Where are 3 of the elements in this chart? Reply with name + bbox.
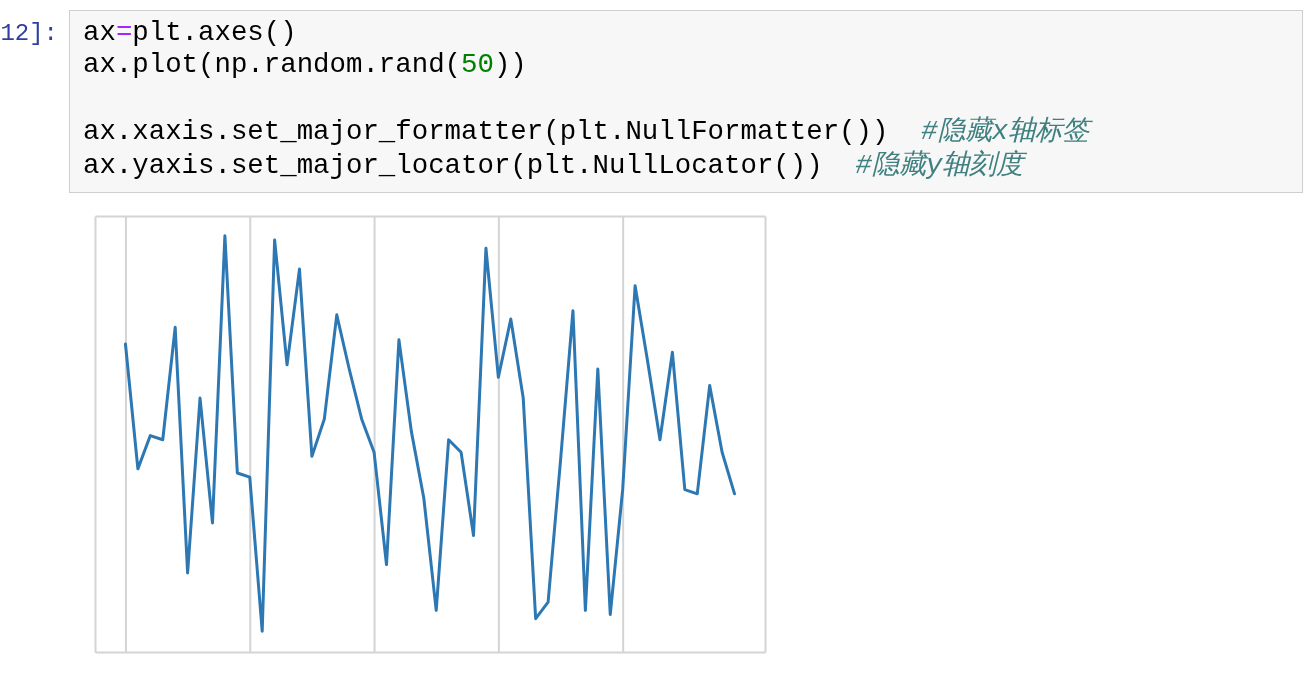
text: ax=plt.axes() [83,17,297,48]
text: 12]: [0,20,58,47]
text: ax.plot(np.random.rand(50)) [83,49,527,80]
